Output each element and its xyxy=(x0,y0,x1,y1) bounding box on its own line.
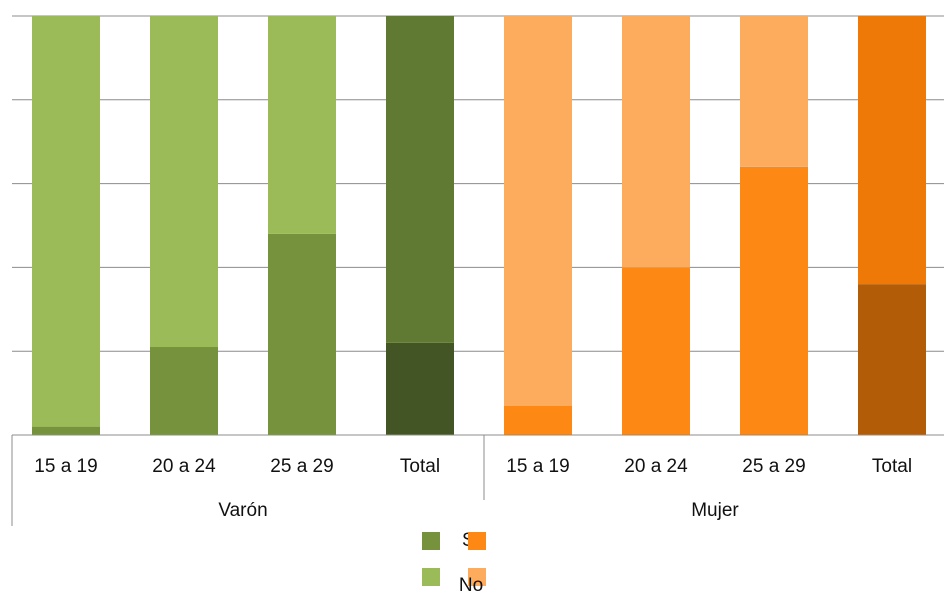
bar-no xyxy=(858,16,926,285)
legend-label-no: No xyxy=(458,575,484,596)
bar-no xyxy=(150,16,218,348)
legend-swatch-si-varon xyxy=(422,532,440,550)
x-tick-label: 20 a 24 xyxy=(152,456,216,477)
x-tick-label: 25 a 29 xyxy=(742,456,805,477)
legend-swatch-no-varon xyxy=(422,568,440,586)
x-tick-label: Total xyxy=(400,456,440,477)
bar-si xyxy=(740,166,808,435)
bar-si xyxy=(622,267,690,435)
bar-no xyxy=(32,16,100,427)
bars xyxy=(32,16,926,435)
bar-si xyxy=(268,233,336,435)
category-axis: 15 a 19 20 a 24 25 a 29 Total Varón 15 a 19 20… xyxy=(11,434,944,526)
bar-no xyxy=(622,16,690,268)
legend-item-no: No xyxy=(422,566,486,596)
legend-swatch-si-mujer xyxy=(468,532,486,550)
legend-item-si: Sí xyxy=(422,530,486,552)
bar-no xyxy=(386,16,454,343)
bar-si xyxy=(386,342,454,435)
bar-si xyxy=(858,284,926,435)
bar-si xyxy=(32,426,100,435)
x-tick-label: 15 a 19 xyxy=(506,456,569,477)
bar-si xyxy=(504,405,572,435)
stacked-bar-chart: 15 a 19 20 a 24 25 a 29 Total Varón 15 a 19 20… xyxy=(11,15,944,526)
x-tick-label: 25 a 29 xyxy=(270,456,333,477)
bar-no xyxy=(504,16,572,406)
group-label: Mujer xyxy=(691,500,739,521)
x-tick-label: 20 a 24 xyxy=(624,456,688,477)
group-label: Varón xyxy=(218,500,267,521)
x-tick-label: Total xyxy=(872,456,912,477)
bar-no xyxy=(740,16,808,167)
legend-swatch-no-mujer xyxy=(468,568,486,586)
x-tick-label: 15 a 19 xyxy=(34,456,97,477)
bar-no xyxy=(268,16,336,234)
bar-si xyxy=(150,347,218,435)
